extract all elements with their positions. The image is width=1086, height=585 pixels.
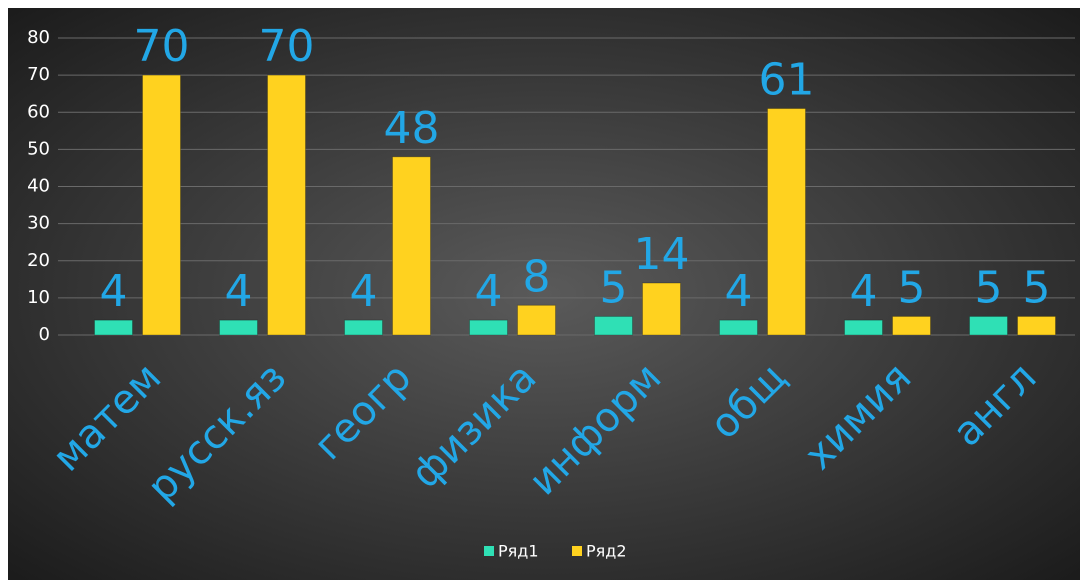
data-label: 5 xyxy=(1023,262,1051,313)
data-label: 70 xyxy=(134,21,190,72)
bar xyxy=(469,319,508,336)
bar xyxy=(719,319,758,336)
data-label: 5 xyxy=(600,262,628,313)
y-tick-label: 10 xyxy=(27,287,50,308)
data-label: 4 xyxy=(850,266,878,317)
data-label: 4 xyxy=(475,266,503,317)
data-label: 48 xyxy=(384,103,440,154)
bar xyxy=(767,108,806,336)
data-label: 4 xyxy=(725,266,753,317)
bar xyxy=(142,74,181,336)
data-label: 70 xyxy=(259,21,315,72)
data-label: 5 xyxy=(975,262,1003,313)
data-label: 8 xyxy=(523,251,551,302)
y-tick-label: 70 xyxy=(27,64,50,85)
y-tick-label: 0 xyxy=(39,324,50,345)
legend-swatch xyxy=(572,546,582,556)
bar xyxy=(517,304,556,336)
legend-swatch xyxy=(484,546,494,556)
y-tick-label: 80 xyxy=(27,27,50,48)
data-label: 4 xyxy=(100,266,128,317)
y-tick-label: 50 xyxy=(27,138,50,159)
y-tick-label: 30 xyxy=(27,213,50,234)
data-label: 5 xyxy=(898,262,926,313)
data-label: 61 xyxy=(759,55,815,106)
data-label: 4 xyxy=(225,266,253,317)
chart-background xyxy=(8,8,1080,580)
bar xyxy=(392,156,431,336)
bar xyxy=(594,315,633,336)
bar xyxy=(219,319,258,336)
y-tick-label: 60 xyxy=(27,101,50,122)
legend-label: Ряд1 xyxy=(498,542,539,561)
bar xyxy=(642,282,681,336)
data-label: 14 xyxy=(634,229,690,280)
bar xyxy=(1017,315,1056,336)
legend-label: Ряд2 xyxy=(586,542,627,561)
y-tick-label: 40 xyxy=(27,176,50,197)
bar xyxy=(844,319,883,336)
bar xyxy=(94,319,133,336)
bar xyxy=(892,315,931,336)
bar xyxy=(267,74,306,336)
bar xyxy=(969,315,1008,336)
y-tick-label: 20 xyxy=(27,250,50,271)
bar xyxy=(344,319,383,336)
data-label: 4 xyxy=(350,266,378,317)
